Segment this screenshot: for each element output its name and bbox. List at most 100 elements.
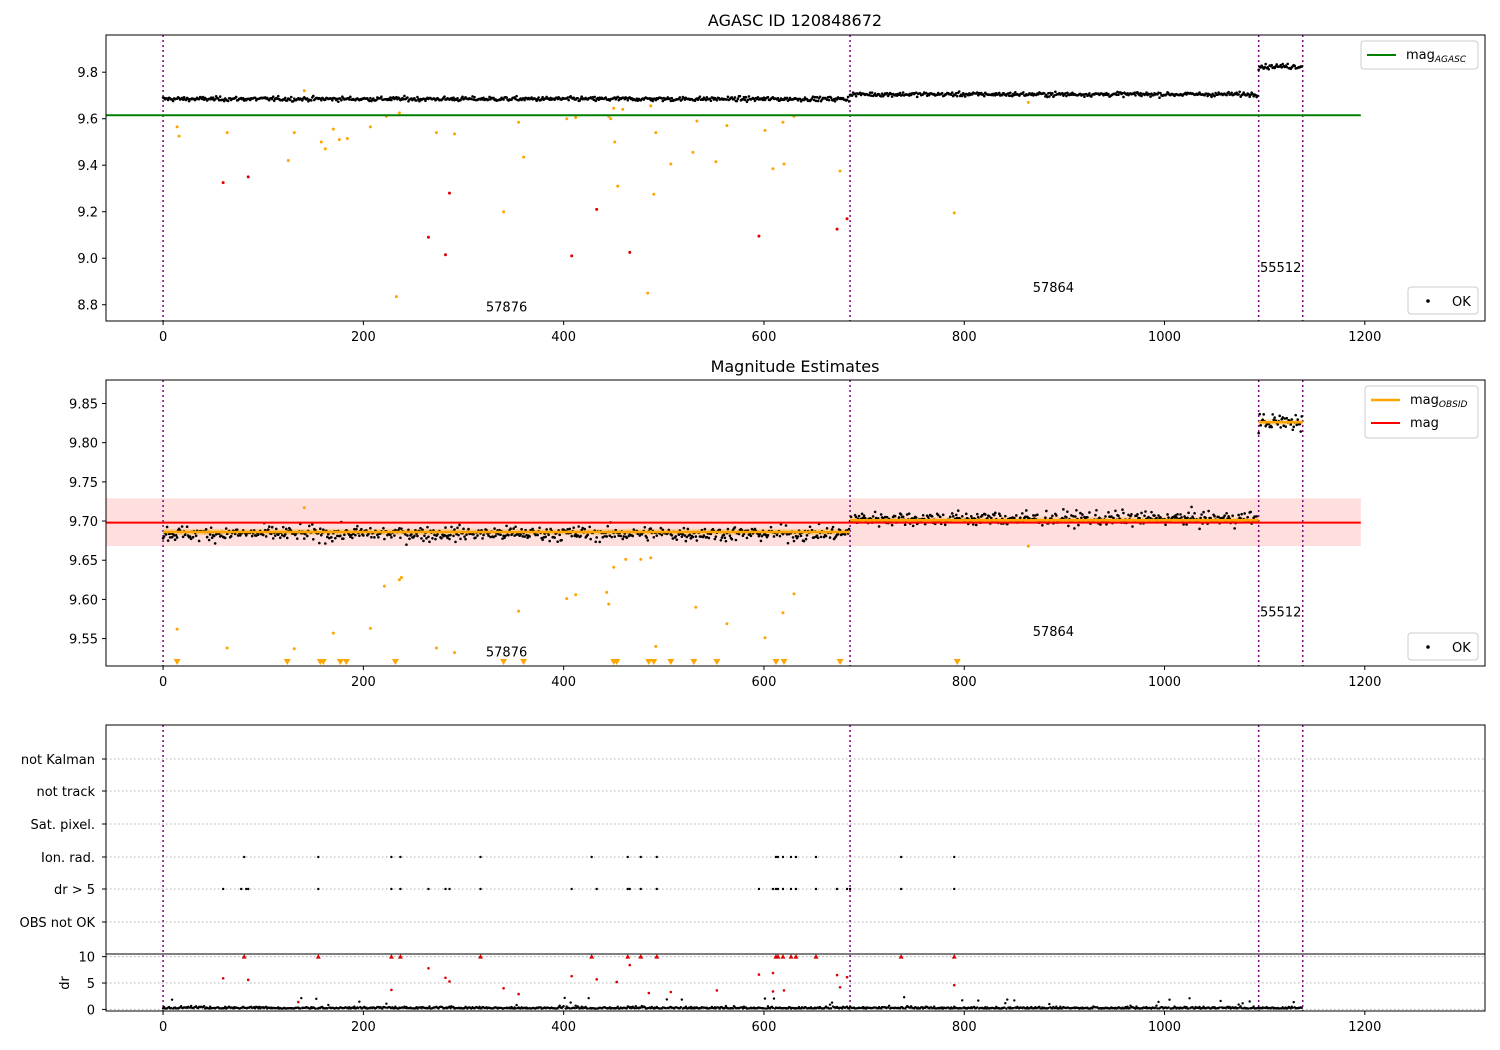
ok-point	[1081, 513, 1084, 516]
ok-point	[1159, 91, 1162, 95]
flag-point	[639, 855, 642, 859]
ok-point	[1074, 515, 1077, 518]
below-range-marker	[173, 659, 181, 665]
ok-point	[407, 528, 410, 532]
ok-point	[782, 98, 786, 102]
ok-point	[493, 527, 496, 530]
ok-point	[815, 95, 819, 99]
ok-point	[746, 98, 750, 102]
ok-point	[336, 534, 339, 538]
ok-point	[868, 91, 872, 95]
ok-point	[504, 534, 507, 538]
estimates-panel-title: Magnitude Estimates	[711, 357, 880, 376]
suspect-point	[331, 127, 335, 131]
ok-point	[419, 526, 422, 530]
ok-point	[470, 97, 473, 101]
ok-point	[1104, 515, 1107, 518]
ok-point	[1279, 426, 1283, 429]
flag-point	[655, 855, 658, 859]
ok-point	[213, 542, 217, 545]
ok-point	[1009, 91, 1012, 95]
dr-rejected-point	[771, 990, 775, 993]
flag-point	[835, 887, 839, 891]
ok-point	[402, 97, 405, 101]
y-tick-label: 9.60	[69, 593, 98, 608]
ok-point	[261, 533, 265, 537]
ok-point	[471, 95, 474, 98]
ok-point	[885, 91, 889, 95]
ok-point	[376, 533, 379, 537]
dr-point	[977, 999, 980, 1002]
ok-point	[465, 533, 468, 536]
ok-point	[812, 98, 816, 102]
ok-point	[566, 527, 569, 531]
ok-point	[962, 93, 966, 96]
estimates-plot-frame	[105, 379, 1486, 667]
ok-point	[415, 99, 418, 102]
rejected-point	[628, 250, 632, 254]
ok-point	[814, 99, 818, 103]
ok-point	[425, 537, 428, 540]
ok-point	[1077, 523, 1080, 527]
dr-point	[763, 997, 767, 1000]
flag-row-label: Sat. pixel.	[31, 818, 95, 833]
legend-ok-marker	[1426, 645, 1430, 649]
ok-point	[1283, 417, 1287, 420]
ok-point	[776, 97, 780, 100]
ok-point	[1105, 522, 1108, 526]
ok-point	[707, 536, 711, 540]
ok-point	[766, 534, 770, 537]
ok-point	[850, 94, 854, 97]
ok-point	[646, 539, 650, 542]
ok-point	[598, 540, 602, 544]
dr-point	[385, 1002, 388, 1005]
ok-point	[785, 532, 789, 536]
ok-point	[558, 533, 561, 537]
dr-point	[679, 1006, 683, 1009]
dr-rejected-point	[427, 966, 430, 970]
ok-point	[537, 96, 540, 99]
dr-rejected-point	[390, 988, 393, 992]
dr-rejected-point	[782, 989, 786, 992]
flag-row-label: OBS not OK	[20, 916, 96, 931]
ok-point	[1072, 514, 1075, 518]
ok-point	[275, 97, 279, 101]
ok-point	[514, 525, 517, 529]
rejected-point	[221, 181, 225, 185]
ok-point	[547, 533, 550, 537]
flag-point	[448, 887, 451, 891]
rejected-point	[570, 254, 574, 258]
ok-point	[1131, 525, 1134, 528]
ok-point	[1249, 93, 1252, 97]
x-tick-label: 400	[551, 1020, 576, 1035]
ok-point	[1099, 523, 1102, 526]
flag-point	[814, 887, 818, 891]
ok-point	[669, 99, 673, 103]
ok-point	[355, 527, 358, 531]
ok-point	[950, 91, 954, 94]
ok-point	[1065, 516, 1068, 519]
ok-point	[680, 98, 684, 101]
suspect-point	[952, 211, 956, 215]
ok-point	[661, 528, 665, 532]
ok-point	[890, 95, 894, 98]
ok-point	[1139, 91, 1142, 95]
ok-point	[528, 535, 531, 538]
dr-point	[299, 1007, 302, 1010]
ok-point	[680, 535, 684, 538]
ok-point	[1067, 524, 1070, 528]
dr-rejected-point	[757, 973, 761, 976]
ok-point	[454, 540, 457, 544]
ok-point	[675, 538, 679, 541]
legend-mag-obsid-label: magOBSID	[1410, 393, 1468, 410]
ok-point	[403, 94, 406, 98]
ok-point	[1274, 65, 1277, 68]
dr-clipped-marker	[898, 954, 904, 959]
ok-point	[752, 97, 756, 101]
ok-point	[813, 95, 817, 99]
obsid-label: 57876	[486, 646, 527, 661]
dr-point	[1126, 1005, 1129, 1008]
ok-point	[1061, 91, 1064, 95]
below-range-marker	[713, 659, 721, 665]
x-tick-label: 0	[159, 1020, 167, 1035]
